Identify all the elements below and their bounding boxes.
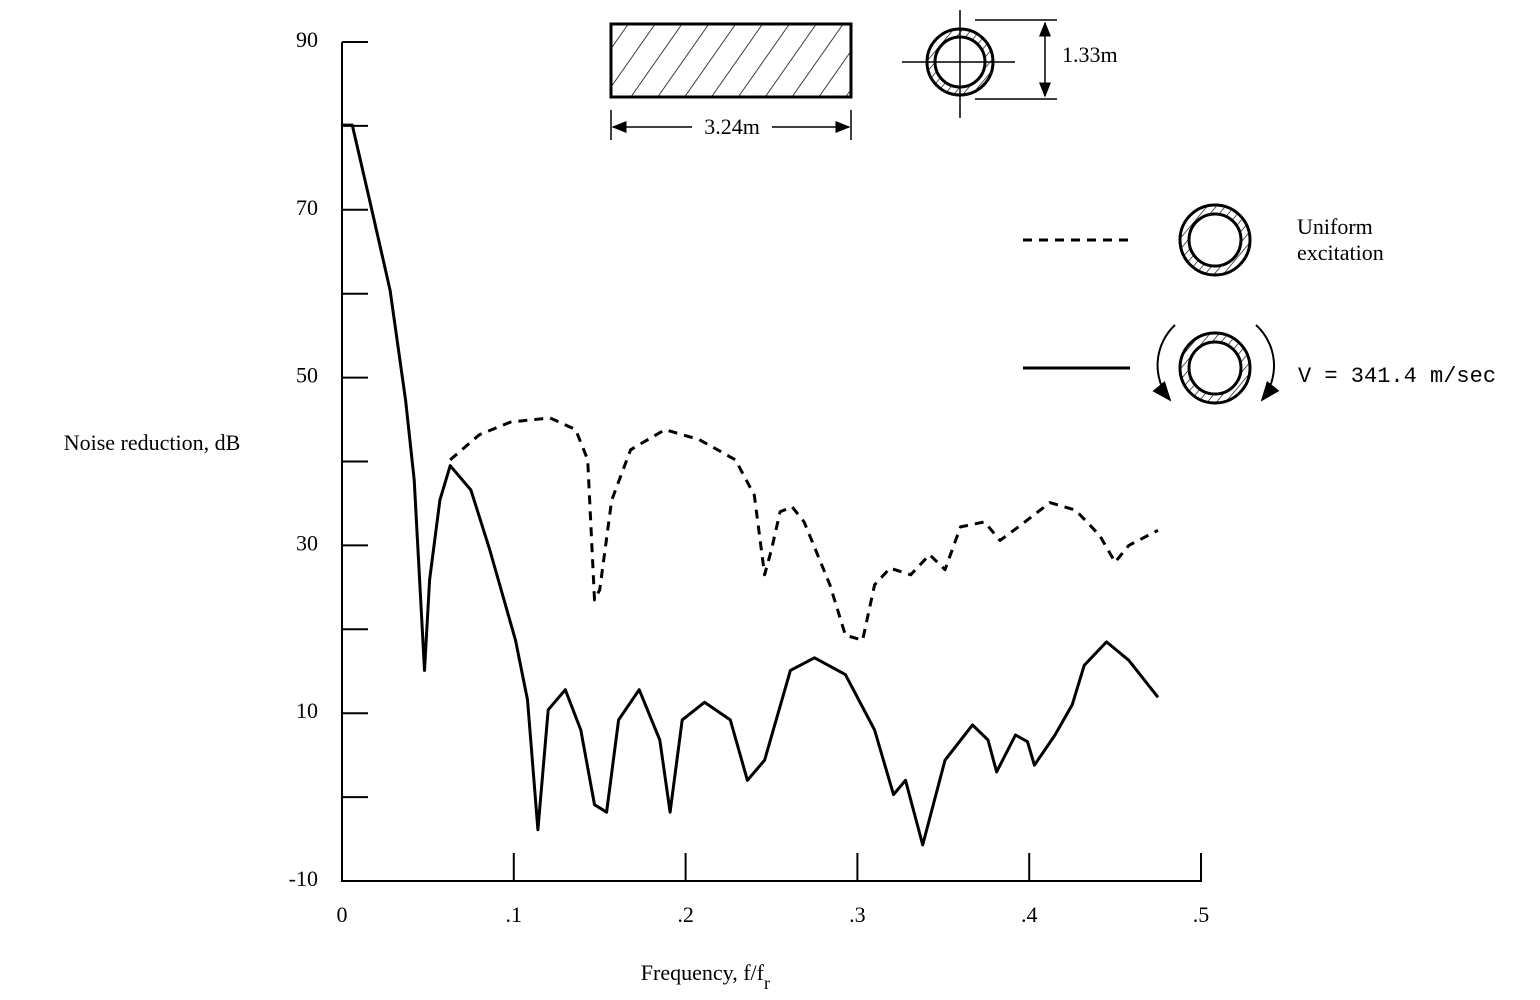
length-label: 3.24m	[704, 114, 760, 139]
y-axis-label: Noise reduction, dB	[64, 430, 241, 455]
y-tick-label: 70	[296, 195, 318, 220]
x-tick-label: .4	[1021, 902, 1038, 927]
x-axis-label-subscript: r	[764, 973, 770, 993]
x-tick-label: 0	[337, 902, 348, 927]
y-tick-label: 10	[296, 698, 318, 723]
series-line	[449, 416, 1159, 642]
x-axis-label-main: Frequency, f/f	[641, 960, 765, 985]
x-axis-label: Frequency, f/fr	[641, 960, 770, 993]
legend-label-box: Uniform excitation	[1297, 214, 1384, 265]
diameter-label: 1.33m	[1062, 42, 1118, 67]
y-tick-label: -10	[289, 866, 318, 891]
y-tick-label: 50	[296, 363, 318, 388]
y-tick-label: 90	[296, 27, 318, 52]
x-tick-label: .2	[677, 902, 694, 927]
legend-icons	[1152, 203, 1280, 405]
legend-label: V = 341.4 m/sec	[1298, 364, 1496, 389]
y-tick-label: 30	[296, 530, 318, 555]
series-line	[342, 123, 1160, 847]
legend-label: Uniform excitation	[1297, 214, 1384, 265]
cylinder-diagram	[609, 10, 1057, 140]
x-tick-label: .5	[1193, 902, 1210, 927]
x-tick-label: .1	[506, 902, 523, 927]
x-tick-label: .3	[849, 902, 866, 927]
